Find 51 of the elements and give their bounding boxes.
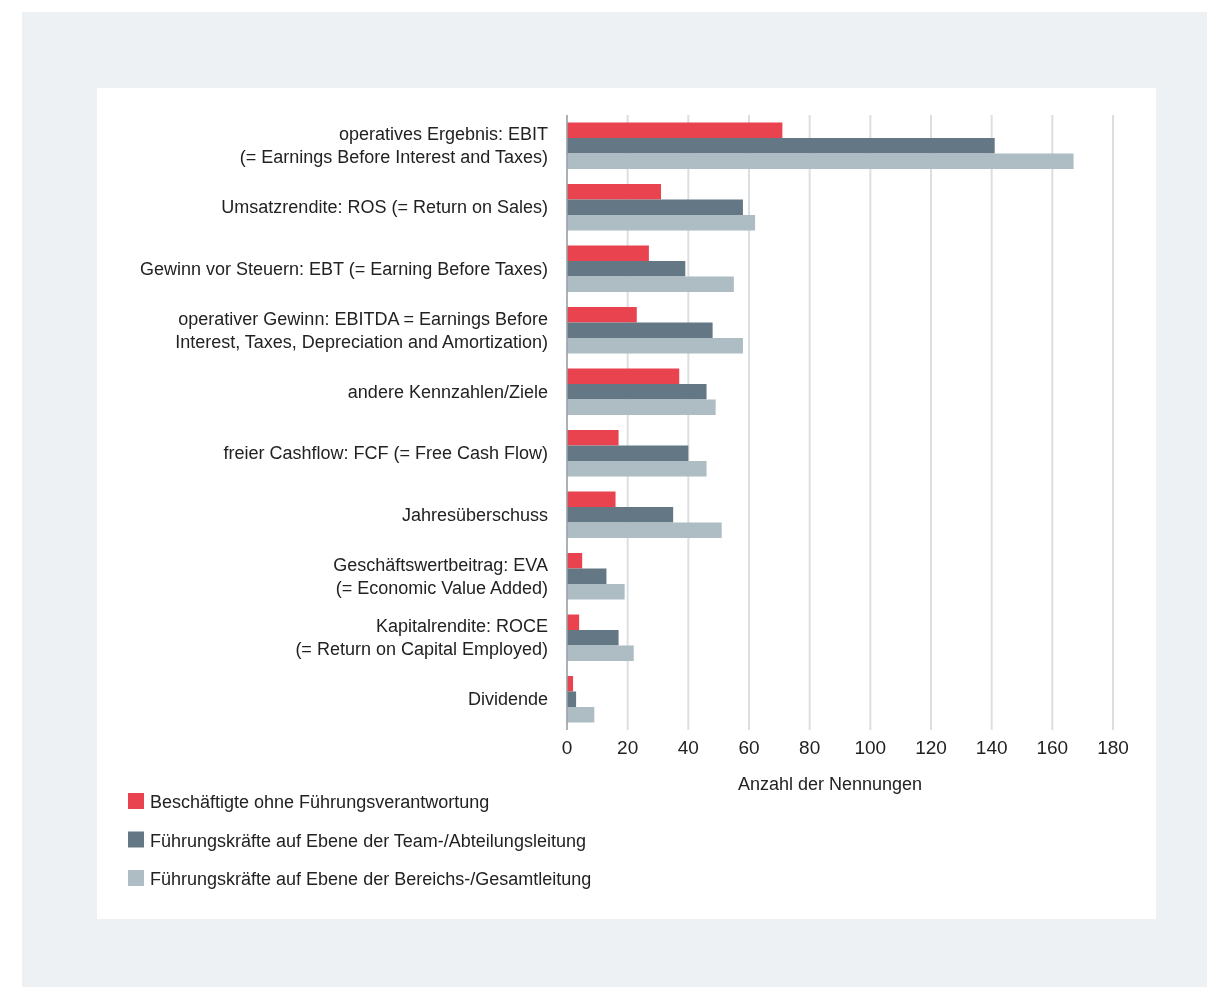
bar xyxy=(567,368,680,384)
y-tick-label: Jahresüberschuss xyxy=(401,504,548,525)
bar xyxy=(567,522,722,538)
bar xyxy=(567,507,674,523)
bar xyxy=(567,445,689,461)
bar xyxy=(567,707,595,723)
bar xyxy=(567,153,1074,169)
x-tick-label: 80 xyxy=(799,737,821,758)
bar xyxy=(567,138,995,154)
x-tick-label: 180 xyxy=(1097,737,1129,758)
bar xyxy=(567,215,756,231)
x-tick-label: 40 xyxy=(677,737,699,758)
bar xyxy=(567,261,686,277)
bar xyxy=(567,568,607,584)
y-tick-label: operativer Gewinn: EBITDA = Earnings Before Interest, Taxes, Depreciation and Amortization) xyxy=(175,308,548,352)
legend-label: Führungskräfte auf Ebene der Bereichs-/Gesamtleitung xyxy=(150,869,592,889)
legend-label: Führungskräfte auf Ebene der Team-/Abteilungsleitung xyxy=(150,830,586,851)
x-tick-label: 0 xyxy=(561,737,573,758)
bar xyxy=(567,553,583,569)
bar xyxy=(567,384,707,400)
bar xyxy=(567,430,619,446)
y-tick-label: Dividende xyxy=(467,689,548,710)
bar xyxy=(567,630,619,646)
bar xyxy=(567,307,637,323)
bar xyxy=(567,245,649,261)
bar xyxy=(567,584,625,600)
legend-label: Beschäftigte ohne Führungsverantwortung xyxy=(150,792,490,812)
x-tick-label: 140 xyxy=(975,737,1008,758)
bar xyxy=(567,122,783,138)
y-tick-label: Kapitalrendite: ROCE (= Return on Capital Employed) xyxy=(295,616,548,660)
y-tick-label: Geschäftswertbeitrag: EVA (= Economic Value Added) xyxy=(333,554,548,598)
x-axis-title: Anzahl der Nennungen xyxy=(737,774,923,794)
x-tick-label: 160 xyxy=(1036,737,1069,758)
x-tick-label: 60 xyxy=(738,737,760,758)
bar xyxy=(567,399,716,415)
y-tick-label: andere Kennzahlen/Ziele xyxy=(347,381,548,402)
bar xyxy=(567,491,616,507)
bar xyxy=(567,338,743,354)
bar xyxy=(567,645,634,661)
y-tick-label: freier Cashflow: FCF (= Free Cash Flow) xyxy=(223,443,548,464)
x-tick-label: 20 xyxy=(617,737,639,758)
bar xyxy=(567,322,713,338)
bar xyxy=(567,184,662,200)
y-tick-label: operatives Ergebnis: EBIT (= Earnings Before Interest and Taxes) xyxy=(239,124,548,168)
x-tick-label: 120 xyxy=(915,737,947,758)
x-tick-label: 100 xyxy=(854,737,887,758)
bar xyxy=(567,276,734,292)
bar xyxy=(567,199,743,215)
y-tick-label: Gewinn vor Steuern: EBT (= Earning Before Taxes) xyxy=(139,258,548,279)
y-tick-label: Umsatzrendite: ROS (= Return on Sales) xyxy=(221,197,548,218)
bar xyxy=(567,461,707,477)
